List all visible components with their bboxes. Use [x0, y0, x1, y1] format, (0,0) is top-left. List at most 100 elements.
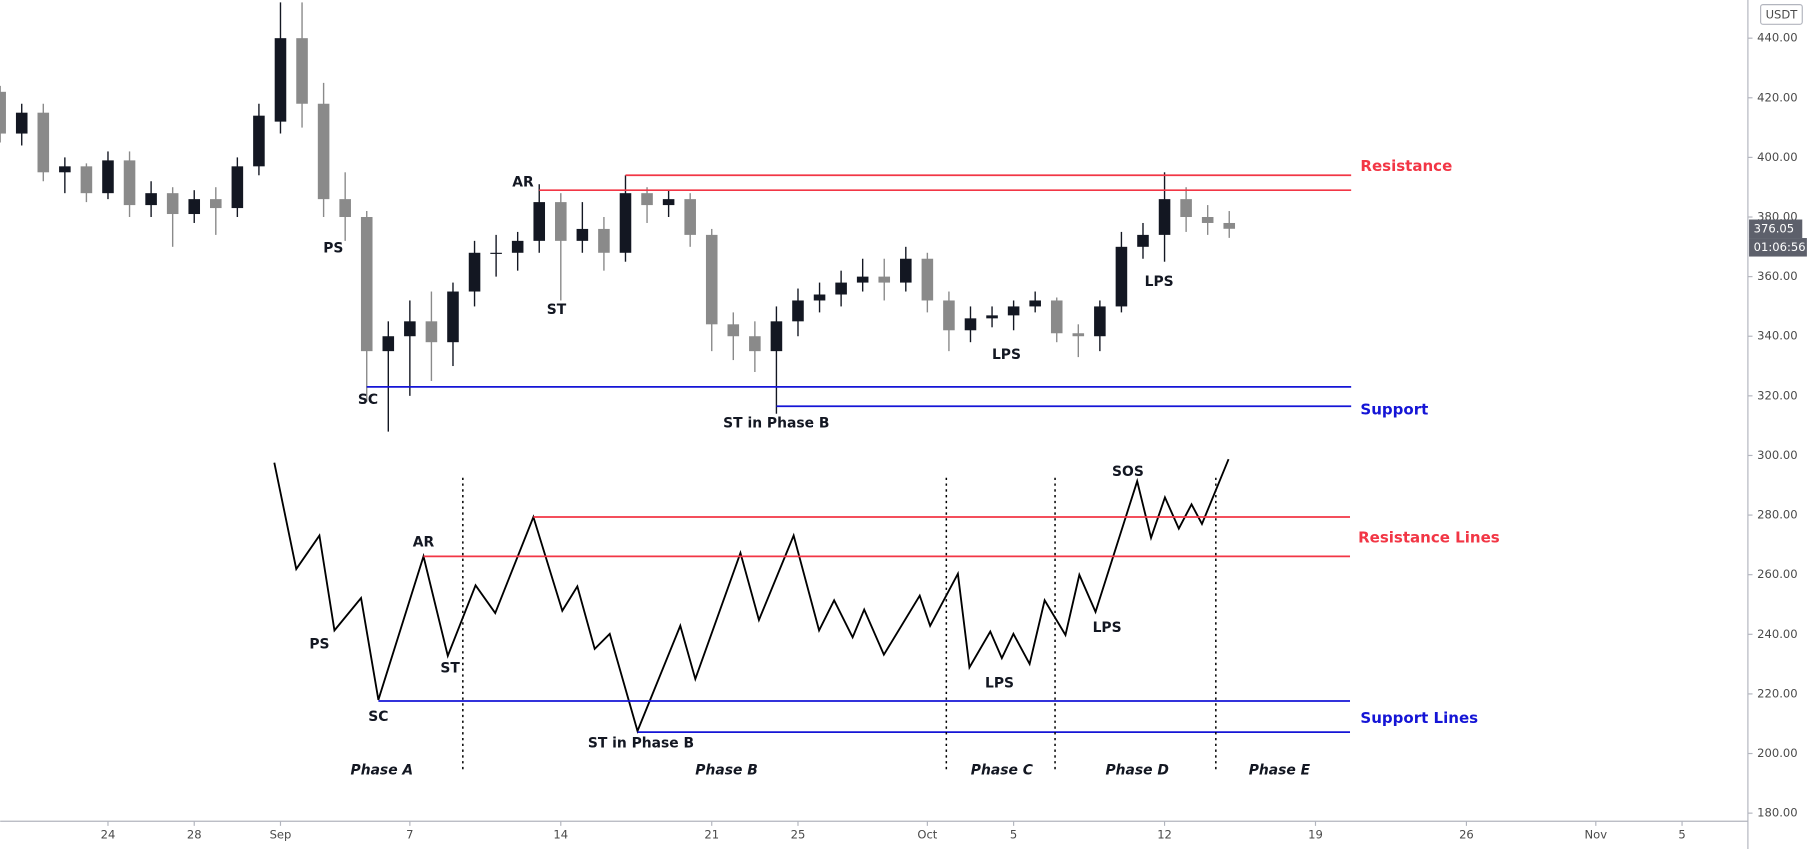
- candle-body: [382, 336, 395, 352]
- y-tick-label: 260.00: [1757, 567, 1797, 581]
- x-tick-label: Sep: [270, 828, 292, 842]
- candle-body: [231, 166, 244, 209]
- x-tick-label: 12: [1157, 828, 1172, 842]
- phase-label: Phase E: [1249, 762, 1311, 778]
- schematic-label: ST in Phase B: [588, 736, 694, 752]
- y-tick-label: 180.00: [1757, 806, 1797, 820]
- y-tick-label: 440.00: [1757, 31, 1797, 45]
- x-tick-label: 25: [791, 828, 806, 842]
- candle-body: [576, 228, 589, 241]
- candle-body: [792, 300, 804, 322]
- candle-body: [468, 252, 481, 292]
- candle-body: [684, 199, 696, 235]
- candle-body: [813, 294, 826, 301]
- candle-body: [856, 276, 869, 283]
- candle-body: [1007, 306, 1020, 316]
- candle-body: [641, 193, 653, 206]
- candle-body: [1029, 300, 1041, 307]
- schematic-label: LPS: [985, 676, 1014, 692]
- annotation: LPS: [1145, 274, 1174, 290]
- candle-body: [921, 258, 934, 301]
- schematic: Resistance Lines Support Lines AR PS SC ST S…: [273, 458, 1500, 778]
- candle-body: [166, 193, 179, 215]
- x-tick-label: 19: [1308, 828, 1323, 842]
- candle-body: [253, 115, 265, 167]
- x-tick-label: 5: [1010, 828, 1017, 842]
- x-tick-label: 5: [1678, 828, 1685, 842]
- schematic-label: SOS: [1112, 464, 1144, 480]
- candle-body: [188, 199, 201, 215]
- candle-body: [339, 199, 351, 218]
- currency: USDT: [1766, 8, 1799, 22]
- schematic-label: PS: [309, 636, 329, 652]
- y-tick-label: 400.00: [1757, 150, 1797, 164]
- candle-body: [0, 91, 6, 134]
- candle-body: [878, 276, 891, 283]
- countdown: 01:06:56: [1754, 240, 1806, 254]
- annotation: LPS: [992, 347, 1021, 363]
- x-tick-label: 21: [704, 828, 719, 842]
- y-tick-label: 340.00: [1757, 329, 1797, 343]
- annotation: ST in Phase B: [723, 415, 829, 431]
- candle-body: [447, 291, 459, 343]
- candle-body: [360, 217, 373, 352]
- candle-body: [210, 199, 222, 209]
- candle-body: [15, 112, 28, 134]
- candle-body: [425, 321, 438, 343]
- candle-body: [1115, 246, 1128, 307]
- candle-body: [770, 321, 783, 352]
- y-tick-label: 300.00: [1757, 448, 1797, 462]
- schematic-label: LPS: [1093, 620, 1122, 636]
- price-tag-bg: [1749, 219, 1803, 239]
- annotation: SC: [358, 392, 378, 408]
- x-tick-label: 24: [101, 828, 116, 842]
- candle-body: [619, 193, 632, 253]
- annotation: AR: [512, 175, 534, 191]
- y-tick-label: 280.00: [1757, 508, 1797, 522]
- candle-body: [274, 38, 287, 122]
- y-tick-label: 360.00: [1757, 269, 1797, 283]
- candle-body: [835, 282, 847, 295]
- x-tick-label: 28: [187, 828, 202, 842]
- y-tick-label: 240.00: [1757, 627, 1797, 641]
- schematic-label: SC: [368, 709, 388, 725]
- candle-body: [145, 193, 157, 206]
- candle-body: [296, 38, 308, 104]
- candle-body: [986, 315, 998, 319]
- candle-body: [555, 202, 567, 241]
- phase-label: Phase A: [351, 762, 414, 778]
- schematic-label: ST: [440, 661, 460, 677]
- x-tick-label: 14: [553, 828, 568, 842]
- candle-body: [1180, 199, 1192, 218]
- candle-body: [80, 166, 93, 194]
- level-label: Resistance: [1360, 157, 1452, 175]
- y-tick-label: 200.00: [1757, 746, 1797, 760]
- annotation: ST: [547, 302, 567, 318]
- phase-label: Phase C: [971, 762, 1034, 778]
- candle-body: [317, 103, 330, 200]
- price-tag: 376.05: [1754, 221, 1794, 235]
- x-tick-label: Nov: [1585, 828, 1608, 842]
- candle-body: [964, 318, 977, 331]
- candle-body: [123, 160, 136, 206]
- candle-body: [749, 336, 761, 352]
- candle-body: [943, 300, 955, 331]
- schematic-resistance-label: Resistance Lines: [1358, 528, 1500, 546]
- y-tick-label: 220.00: [1757, 686, 1797, 700]
- candle-body: [1094, 306, 1106, 337]
- candle-body: [727, 324, 740, 337]
- candle-body: [900, 258, 912, 283]
- candle-body: [37, 112, 50, 173]
- schematic-path: [273, 458, 1230, 734]
- countdown-bg: [1749, 238, 1807, 257]
- candle-body: [1223, 222, 1236, 229]
- x-tick-label: 26: [1459, 828, 1474, 842]
- candle-body: [1072, 333, 1085, 337]
- candle-body: [1137, 234, 1149, 247]
- candle-body: [1158, 199, 1171, 235]
- candle-body: [102, 160, 114, 194]
- candle-body: [404, 321, 416, 337]
- candle-body: [1201, 217, 1214, 223]
- candle-body: [533, 202, 546, 241]
